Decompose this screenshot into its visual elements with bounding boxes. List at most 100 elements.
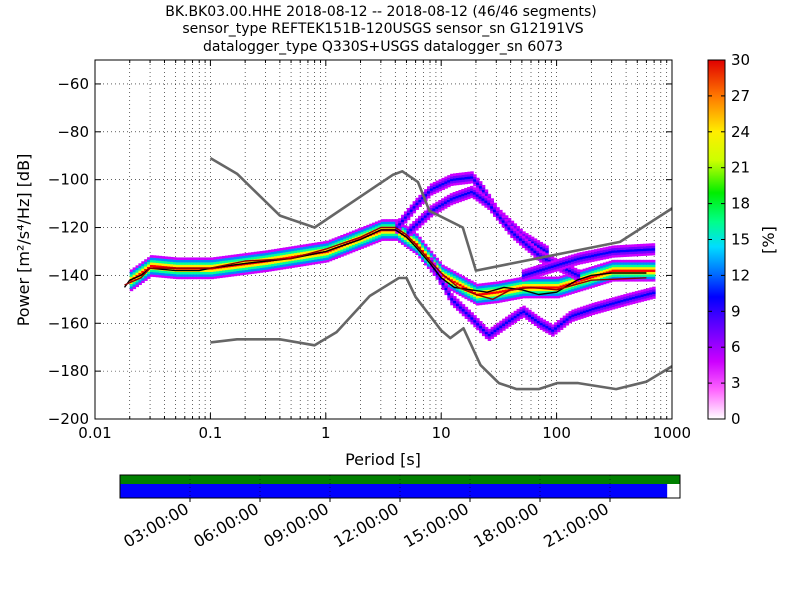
heatmap-cell xyxy=(525,317,529,320)
heatmap-cell xyxy=(603,304,607,308)
heatmap-cell xyxy=(504,221,509,224)
heatmap-cell xyxy=(574,288,578,291)
heatmap-cell xyxy=(539,244,544,247)
heatmap-cell xyxy=(533,270,537,274)
heatmap-cell xyxy=(363,237,367,241)
heatmap-cell xyxy=(605,266,610,270)
heatmap-cell xyxy=(458,301,463,304)
heatmap-cell xyxy=(631,274,636,277)
heatmap-cell xyxy=(516,311,521,314)
heatmap-cell xyxy=(625,262,630,265)
heatmap-cell xyxy=(521,276,526,280)
heatmap-cell xyxy=(634,259,639,263)
heatmap-cell xyxy=(470,292,474,296)
heatmap-cell xyxy=(519,281,523,285)
heatmap-cell xyxy=(565,273,569,276)
heatmap-cell xyxy=(222,270,226,273)
heatmap-cell xyxy=(276,265,281,268)
heatmap-cell xyxy=(311,257,315,260)
heatmap-cell xyxy=(487,328,492,332)
heatmap-cell xyxy=(461,181,466,185)
heatmap-cell xyxy=(484,287,489,291)
heatmap-cell xyxy=(501,294,506,298)
heatmap-cell xyxy=(360,243,365,247)
heatmap-cell xyxy=(599,280,604,283)
heatmap-cell xyxy=(441,205,445,209)
heatmap-cell xyxy=(294,264,298,268)
heatmap-cell xyxy=(461,313,466,317)
heatmap-cell xyxy=(597,308,601,312)
time-tick-label: 09:00:00 xyxy=(260,499,332,551)
heatmap-cell xyxy=(190,276,194,280)
heatmap-cell xyxy=(539,268,543,272)
heatmap-cell xyxy=(651,243,656,246)
heatmap-cell xyxy=(634,248,638,252)
heatmap-cell xyxy=(271,254,275,257)
heatmap-cell xyxy=(548,293,552,296)
heatmap-cell xyxy=(461,188,465,192)
heatmap-cell xyxy=(458,182,463,185)
heatmap-cell xyxy=(516,226,520,229)
heatmap-cell xyxy=(487,331,492,334)
heatmap-cell xyxy=(190,264,194,268)
heatmap-cell xyxy=(438,261,442,264)
heatmap-cell xyxy=(574,313,578,316)
heatmap-cell xyxy=(490,331,495,335)
heatmap-cell xyxy=(398,237,402,241)
heatmap-cell xyxy=(429,212,434,216)
heatmap-cell xyxy=(643,298,647,302)
heatmap-cell xyxy=(348,248,353,251)
heatmap-cell xyxy=(617,276,621,280)
heatmap-cell xyxy=(519,231,523,234)
heatmap-cell xyxy=(634,278,639,282)
heatmap-cell xyxy=(507,321,512,325)
heatmap-cell xyxy=(513,280,517,284)
heatmap-cell xyxy=(268,252,272,255)
heatmap-cell xyxy=(499,330,503,333)
heatmap-cell xyxy=(518,240,523,244)
heatmap-cell xyxy=(599,250,604,253)
heatmap-cell xyxy=(138,277,142,281)
heatmap-cell xyxy=(398,233,402,236)
heatmap-cell xyxy=(475,196,480,200)
heatmap-cell xyxy=(415,225,419,229)
heatmap-cell xyxy=(577,307,581,311)
heatmap-cell xyxy=(447,295,451,298)
heatmap-cell xyxy=(525,233,529,236)
heatmap-cell xyxy=(620,267,624,270)
heatmap-cell xyxy=(423,212,428,216)
heatmap-cell xyxy=(441,271,445,275)
heatmap-cell xyxy=(161,263,165,266)
heatmap-cell xyxy=(331,243,336,246)
heatmap-cell xyxy=(279,255,284,258)
heatmap-cell xyxy=(470,294,474,298)
heatmap-cell xyxy=(617,298,622,301)
heatmap-cell xyxy=(175,274,180,277)
heatmap-cell xyxy=(629,302,633,305)
heatmap-cell xyxy=(502,323,506,326)
heatmap-cell xyxy=(626,295,630,299)
heatmap-cell xyxy=(507,279,512,282)
heatmap-cell xyxy=(386,219,390,222)
heatmap-cell xyxy=(516,277,520,281)
heatmap-cell xyxy=(167,273,171,277)
heatmap-cell xyxy=(213,273,217,277)
heatmap-cell xyxy=(479,328,483,331)
heatmap-cell xyxy=(458,274,463,277)
heatmap-cell xyxy=(383,221,388,225)
heatmap-cell xyxy=(576,269,581,272)
heatmap-cell xyxy=(288,249,292,252)
heatmap-cell xyxy=(611,262,616,265)
heatmap-cell xyxy=(628,262,633,265)
heatmap-cell xyxy=(519,279,523,283)
heatmap-cell xyxy=(617,264,621,268)
heatmap-cell xyxy=(602,276,607,280)
heatmap-cell xyxy=(620,304,624,308)
heatmap-cell xyxy=(181,259,186,263)
heatmap-cell xyxy=(608,263,613,266)
heatmap-cell xyxy=(427,186,431,189)
heatmap-cell xyxy=(158,272,163,276)
heatmap-cell xyxy=(395,228,399,232)
heatmap-cell xyxy=(496,293,500,296)
heatmap-cell xyxy=(420,215,425,219)
